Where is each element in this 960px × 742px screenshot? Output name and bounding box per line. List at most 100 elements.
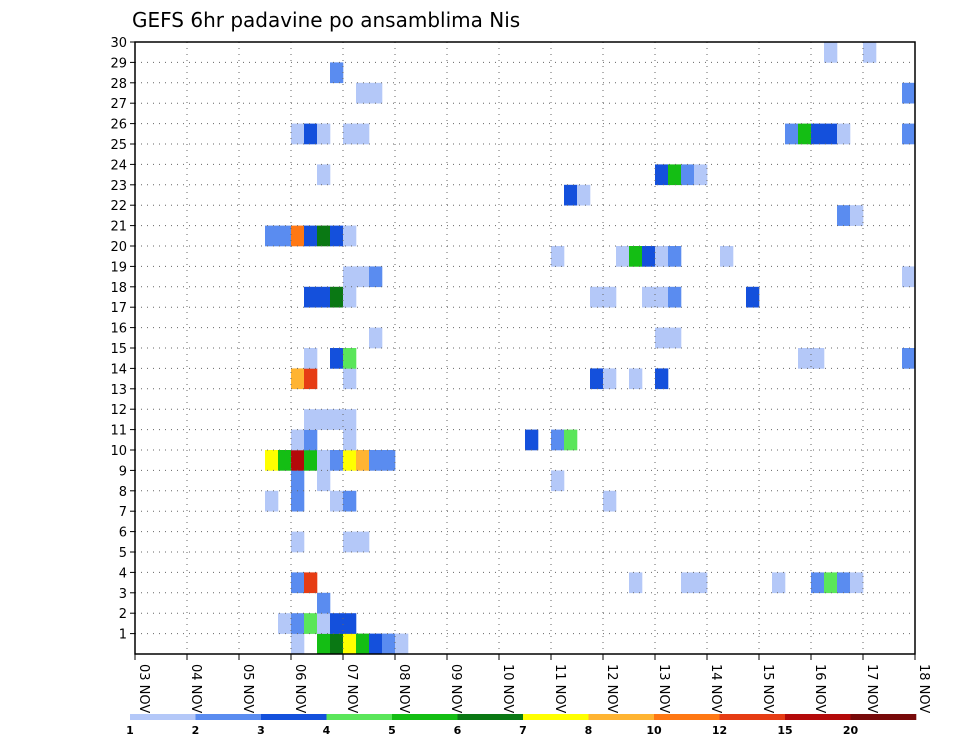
y-tick-label: 28 xyxy=(110,77,127,92)
x-tick-label: 11 NOV xyxy=(552,664,567,713)
heatmap-cell xyxy=(837,205,851,226)
heatmap-cell xyxy=(330,62,344,84)
heatmap-cell xyxy=(694,572,708,594)
heatmap-cell xyxy=(863,42,877,63)
colorbar-swatch xyxy=(457,714,524,720)
heatmap-cell xyxy=(291,490,305,512)
heatmap-cell xyxy=(902,266,916,288)
y-tick-label: 18 xyxy=(110,281,127,296)
heatmap-cell xyxy=(304,572,318,594)
heatmap-cell xyxy=(382,450,396,471)
heatmap-cell xyxy=(317,633,331,655)
heatmap-cell xyxy=(668,286,682,308)
x-tick-label: 06 NOV xyxy=(292,664,307,713)
heatmap-cell xyxy=(720,246,734,267)
heatmap-cell xyxy=(343,450,357,471)
heatmap-cell xyxy=(681,572,695,594)
y-tick-label: 21 xyxy=(110,220,127,235)
x-tick-label: 12 NOV xyxy=(604,664,619,713)
heatmap-cell xyxy=(304,429,318,451)
heatmap-cell xyxy=(551,246,565,267)
heatmap-cell xyxy=(655,164,669,186)
heatmap-cell xyxy=(772,572,786,594)
heatmap-cell xyxy=(811,348,825,369)
heatmap-cell xyxy=(291,470,305,492)
heatmap-cell xyxy=(577,184,591,206)
heatmap-cell xyxy=(655,246,669,267)
heatmap-cell xyxy=(551,429,565,451)
heatmap-cell xyxy=(317,409,331,430)
colorbar-label: 8 xyxy=(585,724,593,737)
heatmap-cell xyxy=(330,225,344,247)
heatmap-cell xyxy=(291,368,305,390)
heatmap-cell xyxy=(798,348,812,369)
colorbar-swatch xyxy=(195,714,262,720)
y-tick-label: 13 xyxy=(110,383,127,398)
y-tick-label: 10 xyxy=(110,444,127,459)
heatmap-cell xyxy=(343,123,357,145)
heatmap-cell xyxy=(902,348,916,369)
axes-layer: 1234567891011121314151617181920212223242… xyxy=(110,36,931,713)
colorbar-label: 20 xyxy=(843,724,859,737)
colorbar-label: 4 xyxy=(323,724,331,737)
heatmap-cell xyxy=(330,613,344,634)
heatmap-cell xyxy=(330,633,344,655)
colorbar-swatch xyxy=(523,714,589,720)
heatmap-cell xyxy=(265,225,279,247)
colorbar-label: 7 xyxy=(519,724,527,737)
heatmap-cell xyxy=(356,266,370,288)
heatmap-cell xyxy=(291,531,305,553)
y-tick-label: 11 xyxy=(110,424,127,439)
heatmap-cell xyxy=(369,82,383,104)
heatmap-cell xyxy=(343,348,357,369)
y-tick-label: 2 xyxy=(119,607,127,622)
colorbar: 1 2 3 4 5 6 7 8 10 12 15 20 xyxy=(126,714,917,737)
heatmap-cell xyxy=(811,572,825,594)
heatmap-cell xyxy=(317,470,331,492)
heatmap-cell xyxy=(369,450,383,471)
heatmap-cell xyxy=(564,429,578,451)
y-tick-label: 29 xyxy=(110,56,127,71)
heatmap-cell xyxy=(629,572,643,594)
y-tick-label: 22 xyxy=(110,199,127,214)
heatmap-cell xyxy=(317,592,331,614)
x-tick-label: 05 NOV xyxy=(240,664,255,713)
x-tick-label: 07 NOV xyxy=(344,664,359,713)
heatmap-cell xyxy=(642,286,656,308)
heatmap-cell xyxy=(343,266,357,288)
colorbar-swatch xyxy=(850,714,917,720)
heatmap-cell xyxy=(291,225,305,247)
heatmap-cell xyxy=(837,572,851,594)
x-tick-label: 09 NOV xyxy=(448,664,463,713)
heatmap-cell xyxy=(278,613,292,634)
heatmap-cell xyxy=(304,225,318,247)
x-tick-label: 16 NOV xyxy=(812,664,827,713)
y-tick-label: 23 xyxy=(110,179,127,194)
heatmap-cell xyxy=(291,572,305,594)
y-tick-label: 3 xyxy=(119,587,127,602)
heatmap-cell xyxy=(330,348,344,369)
heatmap-cell xyxy=(655,286,669,308)
heatmap-cell xyxy=(629,368,643,390)
heatmap-cell xyxy=(343,429,357,451)
heatmap-cell xyxy=(343,368,357,390)
heatmap-cell xyxy=(291,613,305,634)
y-tick-label: 9 xyxy=(119,464,127,479)
heatmap-cell xyxy=(850,572,864,594)
heatmap-cell xyxy=(356,450,370,471)
x-tick-label: 14 NOV xyxy=(708,664,723,713)
heatmap-cell xyxy=(278,225,292,247)
grid-layer xyxy=(134,41,916,654)
y-tick-label: 14 xyxy=(110,362,127,377)
y-tick-label: 16 xyxy=(110,322,127,337)
heatmap-cell xyxy=(317,225,331,247)
heatmap-cell xyxy=(291,450,305,471)
heatmap-cell xyxy=(265,450,279,471)
heatmap-cell xyxy=(304,286,318,308)
y-tick-label: 19 xyxy=(110,260,127,275)
heatmap-cell xyxy=(343,613,357,634)
heatmap-cell xyxy=(590,286,604,308)
heatmap-cell xyxy=(291,429,305,451)
heatmap-cell xyxy=(603,490,617,512)
heatmap-cell xyxy=(330,286,344,308)
